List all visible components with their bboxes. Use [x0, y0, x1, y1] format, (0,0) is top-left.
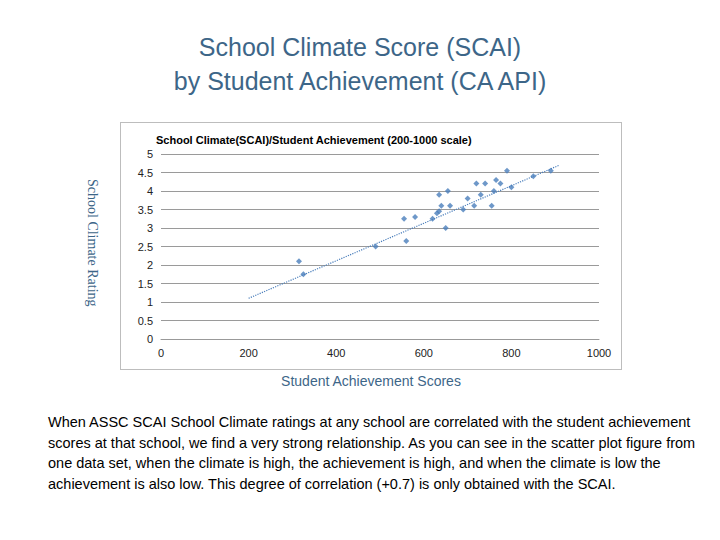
svg-text:2.5: 2.5 [138, 241, 153, 253]
svg-text:3: 3 [147, 222, 153, 234]
svg-text:5: 5 [147, 148, 153, 160]
svg-text:4.5: 4.5 [138, 167, 153, 179]
svg-text:4: 4 [147, 185, 153, 197]
svg-text:3.5: 3.5 [138, 204, 153, 216]
svg-text:0.5: 0.5 [138, 315, 153, 327]
html-text:When ASSC SCAI School Climate: When ASSC SCAI School Climate ratings at… [48, 414, 696, 492]
svg-text:1: 1 [147, 296, 153, 308]
svg-text:1000: 1000 [587, 347, 611, 359]
svg-text:600: 600 [415, 347, 433, 359]
svg-text:0: 0 [158, 347, 164, 359]
html-text:School Climate Score (SCAI): School Climate Score (SCAI) [198, 33, 522, 61]
svg-text:School Climate(SCAI)/Student A: School Climate(SCAI)/Student Achievement… [156, 134, 472, 146]
svg-text:400: 400 [327, 347, 345, 359]
svg-text:2: 2 [147, 259, 153, 271]
svg-text:0: 0 [147, 333, 153, 345]
svg-text:800: 800 [502, 347, 520, 359]
svg-text:1.5: 1.5 [138, 278, 153, 290]
html-text:by Student Achievement (CA API: by Student Achievement (CA API) [173, 67, 547, 95]
svg-text:200: 200 [239, 347, 257, 359]
html-text:School Climate Rating: School Climate Rating [85, 179, 100, 307]
html-text:Student Achievement Scores: Student Achievement Scores [281, 373, 461, 389]
